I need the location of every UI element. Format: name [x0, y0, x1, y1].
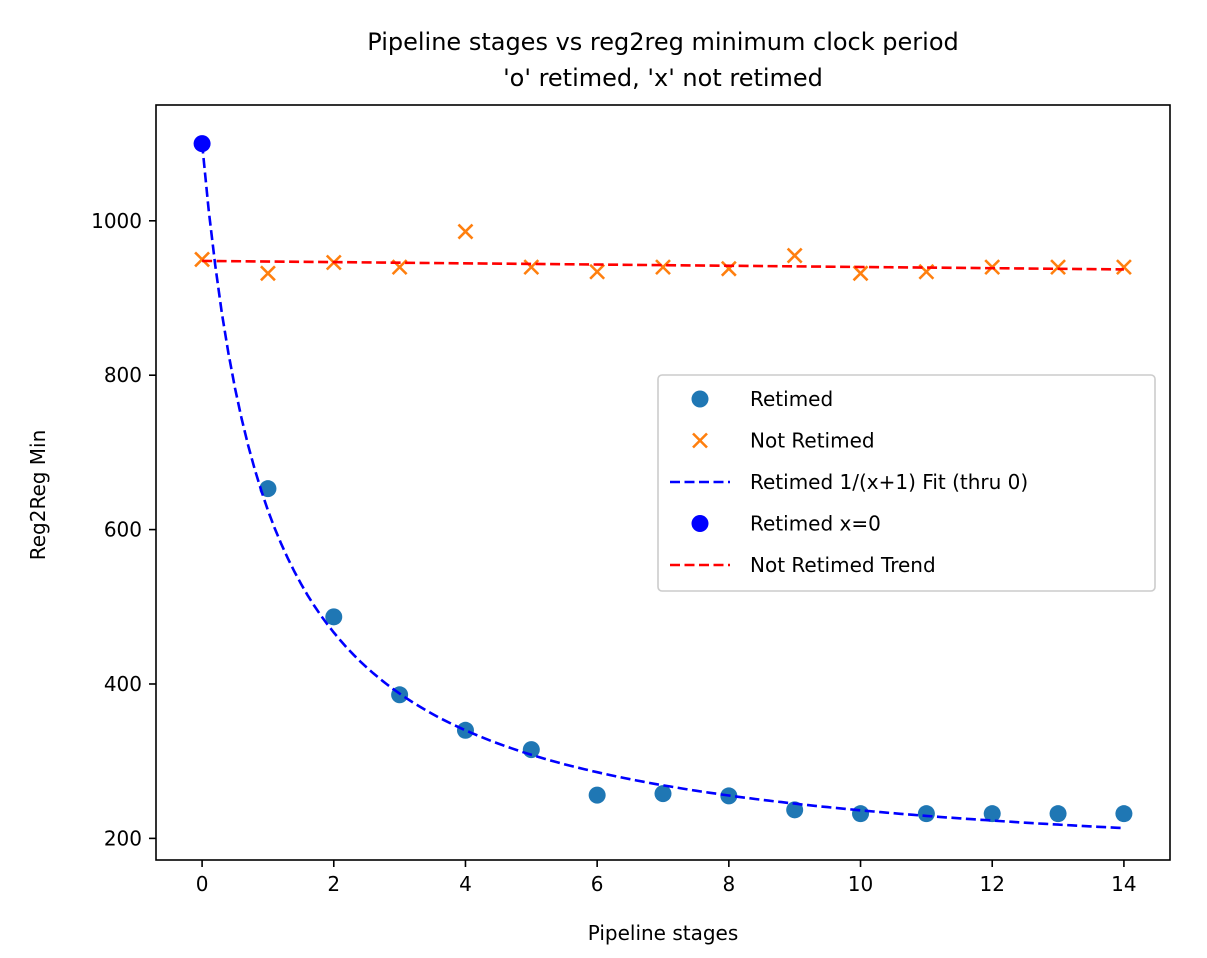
- legend-label: Retimed 1/(x+1) Fit (thru 0): [750, 470, 1028, 494]
- legend: Retimed Not Retimed Retimed 1/(x+1) Fit (t…: [657, 374, 1156, 592]
- x-marker-stroke: [655, 259, 671, 276]
- x-marker-stroke: [852, 265, 869, 282]
- legend-marker-swatch: [691, 515, 709, 532]
- legend-box: [657, 374, 1156, 592]
- not-retimed-point: [457, 223, 474, 240]
- not-retimed-point: [720, 260, 737, 277]
- x-marker-stroke: [194, 251, 211, 268]
- retimed-point: [852, 805, 870, 823]
- not-retimed-point: [1115, 259, 1132, 276]
- x-marker-stroke: [1115, 259, 1132, 276]
- x-marker-stroke: [720, 260, 737, 277]
- y-tick-label: 1000: [91, 209, 142, 233]
- axes: 0 2 4 6 8 10 12 14 200 400 600 800 1000: [91, 104, 1171, 896]
- retimed-point: [654, 785, 672, 803]
- not-retimed-point: [655, 259, 671, 276]
- x-tick-label: 0: [196, 872, 209, 896]
- x-marker-stroke: [523, 259, 540, 276]
- retimed-1-x-1-fit-thru-0-line: [200, 143, 1124, 830]
- legend-label: Retimed x=0: [750, 512, 881, 536]
- x-marker-stroke: [589, 263, 606, 280]
- y-tick-label: 200: [104, 826, 142, 850]
- legend-entry: Retimed 1/(x+1) Fit (thru 0): [670, 470, 1028, 494]
- retimed-point: [325, 608, 343, 626]
- x-tick-label: 12: [979, 872, 1004, 896]
- chart-title: Pipeline stages vs reg2reg minimum clock…: [367, 28, 958, 56]
- legend-marker-swatch: [691, 390, 709, 408]
- x-tick-label: 10: [848, 872, 873, 896]
- x-marker-stroke: [457, 223, 474, 240]
- x-axis-label: Pipeline stages: [588, 921, 739, 945]
- not-retimed-point: [589, 263, 606, 280]
- plot-frame: [155, 104, 1171, 861]
- not-retimed-point: [523, 259, 540, 276]
- retimed-point: [259, 480, 277, 498]
- x-marker-stroke: [692, 432, 708, 449]
- legend-entry: Retimed: [691, 387, 833, 411]
- legend-entry: Retimed x=0: [691, 512, 881, 536]
- x-tick-label: 8: [722, 872, 735, 896]
- not-retimed-point: [786, 247, 803, 264]
- legend-label: Not Retimed: [750, 429, 875, 453]
- x-tick-label: 14: [1111, 872, 1136, 896]
- y-tick-label: 600: [104, 518, 142, 542]
- not-retimed-trend-line: [202, 259, 1124, 271]
- y-axis-label: Reg2Reg Min: [26, 430, 50, 561]
- x-marker-stroke: [786, 247, 803, 264]
- chart-subtitle: 'o' retimed, 'x' not retimed: [503, 64, 823, 92]
- retimed-point: [786, 801, 804, 819]
- legend-entry: Not Retimed Trend: [670, 553, 936, 577]
- not-retimed-point: [852, 265, 869, 282]
- not-retimed-point: [194, 251, 211, 268]
- retimed-point: [456, 721, 474, 739]
- retimed-point: [1049, 805, 1067, 823]
- legend-label: Not Retimed Trend: [750, 553, 936, 577]
- retimed-point: [917, 805, 935, 823]
- retimed-point: [983, 805, 1001, 823]
- x-tick-label: 4: [459, 872, 472, 896]
- x-marker-stroke: [391, 259, 408, 276]
- plot-area: [193, 135, 1133, 830]
- retimed-x-0-point: [193, 135, 211, 153]
- not-retimed-point: [260, 265, 276, 282]
- x-tick-label: 6: [591, 872, 604, 896]
- y-tick-label: 400: [104, 672, 142, 696]
- legend-entry: Not Retimed: [692, 429, 875, 453]
- retimed-point: [1115, 805, 1133, 823]
- x-tick-label: 2: [327, 872, 340, 896]
- legend-label: Retimed: [750, 387, 833, 411]
- legend-marker-swatch: [692, 432, 708, 449]
- y-tick-label: 800: [104, 363, 142, 387]
- x-marker-stroke: [1050, 259, 1066, 276]
- x-marker-stroke: [260, 265, 276, 282]
- retimed-point: [588, 786, 606, 804]
- not-retimed-point: [1050, 259, 1066, 276]
